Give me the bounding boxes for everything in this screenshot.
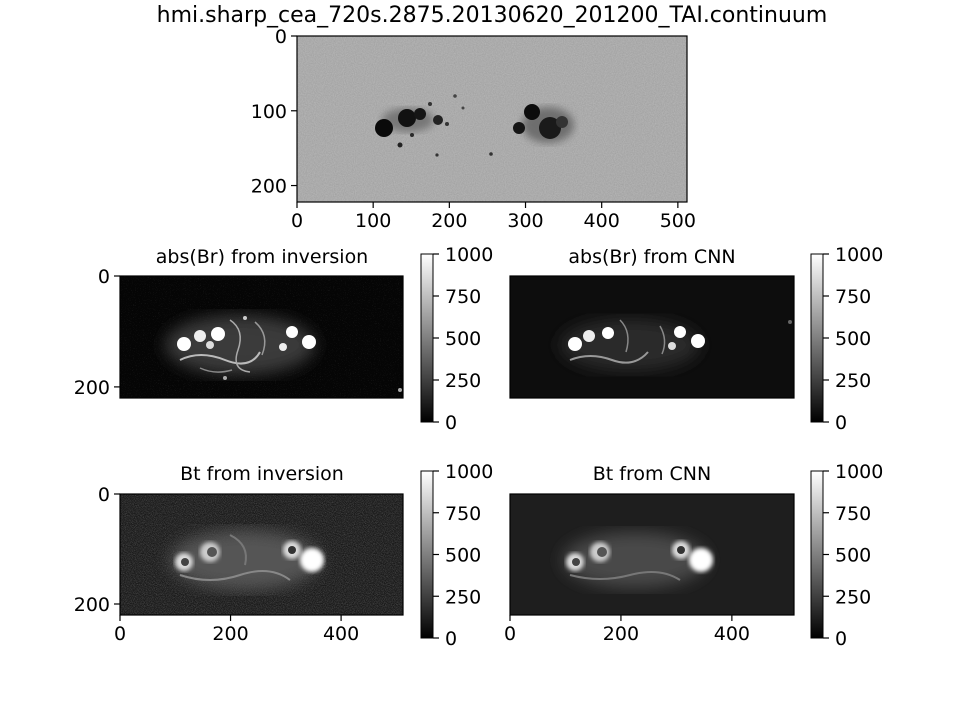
colorbar-tick-label: 0 [835, 628, 847, 650]
y-tick-label: 0 [98, 484, 110, 506]
colorbar-tick-label: 0 [445, 412, 457, 434]
br-cnn-colorbar-ticks: 0 250 500 750 1000 [823, 244, 883, 434]
bt-cnn-title: Bt from CNN [593, 463, 711, 485]
colorbar-tick-label: 0 [445, 628, 457, 650]
x-tick-label: 100 [355, 210, 391, 232]
colorbar-tick-label: 500 [835, 328, 871, 350]
colorbar-tick-label: 1000 [835, 461, 883, 483]
bt-inversion-colorbar-ticks: 0 250 500 750 1000 [433, 461, 493, 650]
br-inversion-image [120, 276, 403, 398]
bt-inversion-colorbar: 0 250 500 750 1000 [420, 461, 493, 650]
colorbar-tick-label: 1000 [445, 244, 493, 266]
colorbar-tick-label: 500 [445, 328, 481, 350]
bt-cnn-colorbar: 0 250 500 750 1000 [810, 461, 883, 650]
figure-title: hmi.sharp_cea_720s.2875.20130620_201200_… [157, 3, 828, 28]
br-cnn-colorbar: 0 250 500 750 1000 [810, 244, 883, 434]
x-tick-label: 400 [323, 623, 359, 645]
bt-cnn-image [510, 494, 794, 615]
br-cnn-title: abs(Br) from CNN [568, 246, 735, 268]
colorbar-tick-label: 250 [445, 370, 481, 392]
x-tick-label: 0 [504, 623, 516, 645]
bt-inversion-image [120, 494, 403, 615]
x-tick-label: 500 [660, 210, 696, 232]
colorbar-tick-label: 750 [445, 503, 481, 525]
x-tick-label: 300 [507, 210, 543, 232]
x-tick-label: 0 [114, 623, 126, 645]
br-inversion-title: abs(Br) from inversion [156, 246, 368, 268]
bt-cnn-axes: 0 200 400 [504, 615, 750, 645]
colorbar-tick-label: 750 [835, 503, 871, 525]
colorbar-tick-label: 500 [835, 545, 871, 567]
y-tick-label: 200 [74, 594, 110, 616]
br-inversion-colorbar: 0 250 500 750 1000 [420, 244, 493, 434]
br-inversion-colorbar-ticks: 0 250 500 750 1000 [433, 244, 493, 434]
y-tick-label: 200 [251, 176, 287, 198]
colorbar-tick-label: 1000 [835, 244, 883, 266]
x-tick-label: 200 [431, 210, 467, 232]
colorbar-tick-label: 500 [445, 545, 481, 567]
x-tick-label: 200 [212, 623, 248, 645]
br-cnn-panel: abs(Br) from CNN 0 250 500 750 1000 [509, 244, 883, 434]
br-inversion-axes: 0 200 [74, 266, 120, 399]
colorbar-tick-label: 0 [835, 412, 847, 434]
br-inversion-panel: abs(Br) from inversion 0 200 0 250 500 750 10… [74, 244, 494, 434]
continuum-panel: 0 100 200 300 400 500 0 100 200 [251, 26, 696, 232]
x-tick-label: 400 [584, 210, 620, 232]
x-tick-label: 0 [291, 210, 303, 232]
colorbar-tick-label: 750 [835, 286, 871, 308]
y-tick-label: 200 [74, 377, 110, 399]
bt-cnn-colorbar-ticks: 0 250 500 750 1000 [823, 461, 883, 650]
br-cnn-image [510, 276, 794, 398]
colorbar-tick-label: 250 [835, 370, 871, 392]
colorbar-tick-label: 250 [835, 586, 871, 608]
y-tick-label: 0 [275, 26, 287, 48]
colorbar-tick-label: 1000 [445, 461, 493, 483]
bt-inversion-title: Bt from inversion [180, 463, 344, 485]
colorbar-tick-label: 750 [445, 286, 481, 308]
bt-cnn-panel: Bt from CNN 0 200 400 0 250 500 750 1000 [504, 461, 883, 650]
continuum-axes: 0 100 200 300 400 500 0 100 200 [251, 26, 696, 232]
y-tick-label: 0 [98, 266, 110, 288]
continuum-image [297, 36, 687, 202]
y-tick-label: 100 [251, 101, 287, 123]
x-tick-label: 400 [714, 623, 750, 645]
colorbar-tick-label: 250 [445, 586, 481, 608]
x-tick-label: 200 [603, 623, 639, 645]
